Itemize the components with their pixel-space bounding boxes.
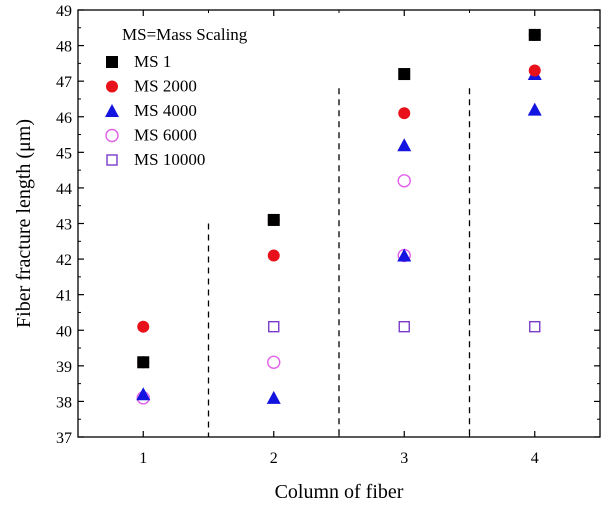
data-point — [266, 390, 281, 404]
x-tick-label: 4 — [531, 450, 539, 467]
legend-label: MS 1 — [134, 52, 171, 71]
y-tick-label: 45 — [56, 145, 72, 162]
legend-marker — [105, 128, 119, 143]
y-tick-label: 43 — [56, 217, 72, 234]
y-tick-label: 40 — [56, 323, 72, 340]
y-axis-title: Fiber fracture length (μm) — [13, 119, 35, 328]
legend-label: MS 2000 — [134, 77, 197, 96]
y-tick-label: 47 — [56, 74, 72, 91]
legend-label: MS 10000 — [134, 150, 205, 169]
data-point — [528, 28, 541, 41]
legend-marker — [106, 154, 118, 166]
data-point — [528, 64, 541, 77]
data-point — [527, 102, 542, 116]
data-point — [137, 356, 150, 369]
legend-marker — [106, 80, 118, 93]
y-tick-label: 39 — [56, 359, 72, 376]
y-tick-label: 42 — [56, 252, 72, 269]
data-point — [268, 320, 280, 333]
data-point — [529, 320, 541, 333]
y-tick-label: 48 — [56, 39, 72, 56]
data-point — [397, 138, 412, 152]
y-tick-label: 49 — [56, 3, 72, 20]
data-point — [267, 249, 280, 262]
data-point — [397, 174, 411, 188]
y-tick-label: 38 — [56, 394, 72, 411]
x-tick-label: 1 — [139, 450, 147, 467]
data-point — [398, 107, 411, 120]
x-tick-label: 2 — [270, 450, 278, 467]
data-point — [137, 320, 150, 333]
data-point — [136, 387, 151, 401]
x-axis-title: Column of fiber — [275, 481, 404, 503]
legend-marker — [105, 104, 119, 117]
data-point — [398, 68, 411, 81]
legend-title: MS=Mass Scaling — [122, 25, 248, 44]
y-tick-label: 41 — [56, 288, 72, 305]
data-point — [267, 355, 281, 369]
y-tick-label: 44 — [56, 181, 72, 198]
legend-label: MS 4000 — [134, 101, 197, 120]
y-tick-label: 46 — [56, 110, 72, 127]
legend-marker — [106, 56, 118, 68]
data-point — [267, 213, 280, 226]
data-point — [397, 248, 412, 262]
plot-area: 37 38 39 40 41 42 43 44 45 46 47 48 49 1 2 3 4 — [56, 3, 601, 467]
x-tick-label: 3 — [400, 450, 408, 467]
y-tick-label: 37 — [56, 430, 72, 447]
data-point — [398, 320, 410, 333]
legend-label: MS 6000 — [134, 126, 197, 145]
legend: MS 1 MS 2000 MS 4000 MS 6000 MS 10000 — [105, 52, 205, 169]
